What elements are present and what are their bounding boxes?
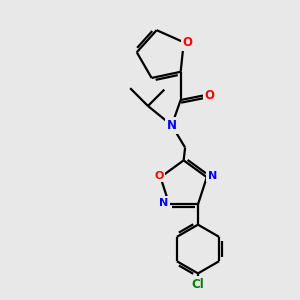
Text: O: O — [182, 36, 192, 49]
Text: O: O — [205, 89, 214, 102]
Text: Cl: Cl — [192, 278, 204, 291]
Text: N: N — [208, 171, 217, 181]
Text: N: N — [167, 119, 177, 132]
Text: O: O — [154, 171, 164, 181]
Text: N: N — [159, 198, 169, 208]
